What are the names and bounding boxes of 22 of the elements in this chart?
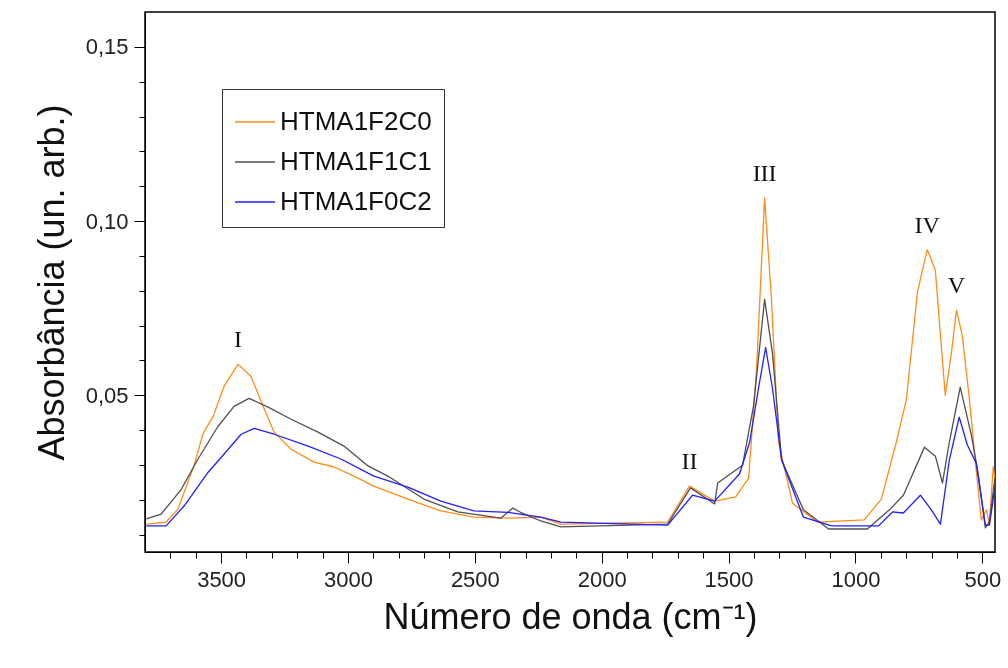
line-series bbox=[145, 346, 995, 527]
x-tick-label: 500 bbox=[964, 566, 1002, 592]
legend-label: HTMA1F1C1 bbox=[280, 146, 432, 176]
y-axis-title: Absorbância (un. arb.) bbox=[30, 104, 72, 461]
x-axis-title: Número de onda (cm⁻¹) bbox=[383, 595, 758, 637]
x-tick-label: 1000 bbox=[831, 566, 881, 592]
legend-label: HTMA1F2C0 bbox=[280, 106, 432, 136]
annotation: IV bbox=[914, 211, 941, 238]
annotation: I bbox=[234, 326, 243, 353]
x-tick-label: 2500 bbox=[450, 566, 500, 592]
y-tick-label: 0,05 bbox=[85, 382, 129, 408]
annotation: III bbox=[752, 159, 777, 186]
annotation: II bbox=[681, 448, 698, 475]
line-series bbox=[145, 298, 995, 530]
annotation: V bbox=[947, 272, 966, 299]
x-tick-label: 2000 bbox=[577, 566, 627, 592]
x-tick-label: 1500 bbox=[704, 566, 754, 592]
y-tick-label: 0,15 bbox=[85, 34, 129, 60]
legend-label: HTMA1F0C2 bbox=[280, 186, 432, 216]
x-tick-label: 3500 bbox=[197, 566, 247, 592]
y-tick-label: 0,10 bbox=[85, 208, 129, 234]
x-tick-label: 3000 bbox=[324, 566, 373, 592]
